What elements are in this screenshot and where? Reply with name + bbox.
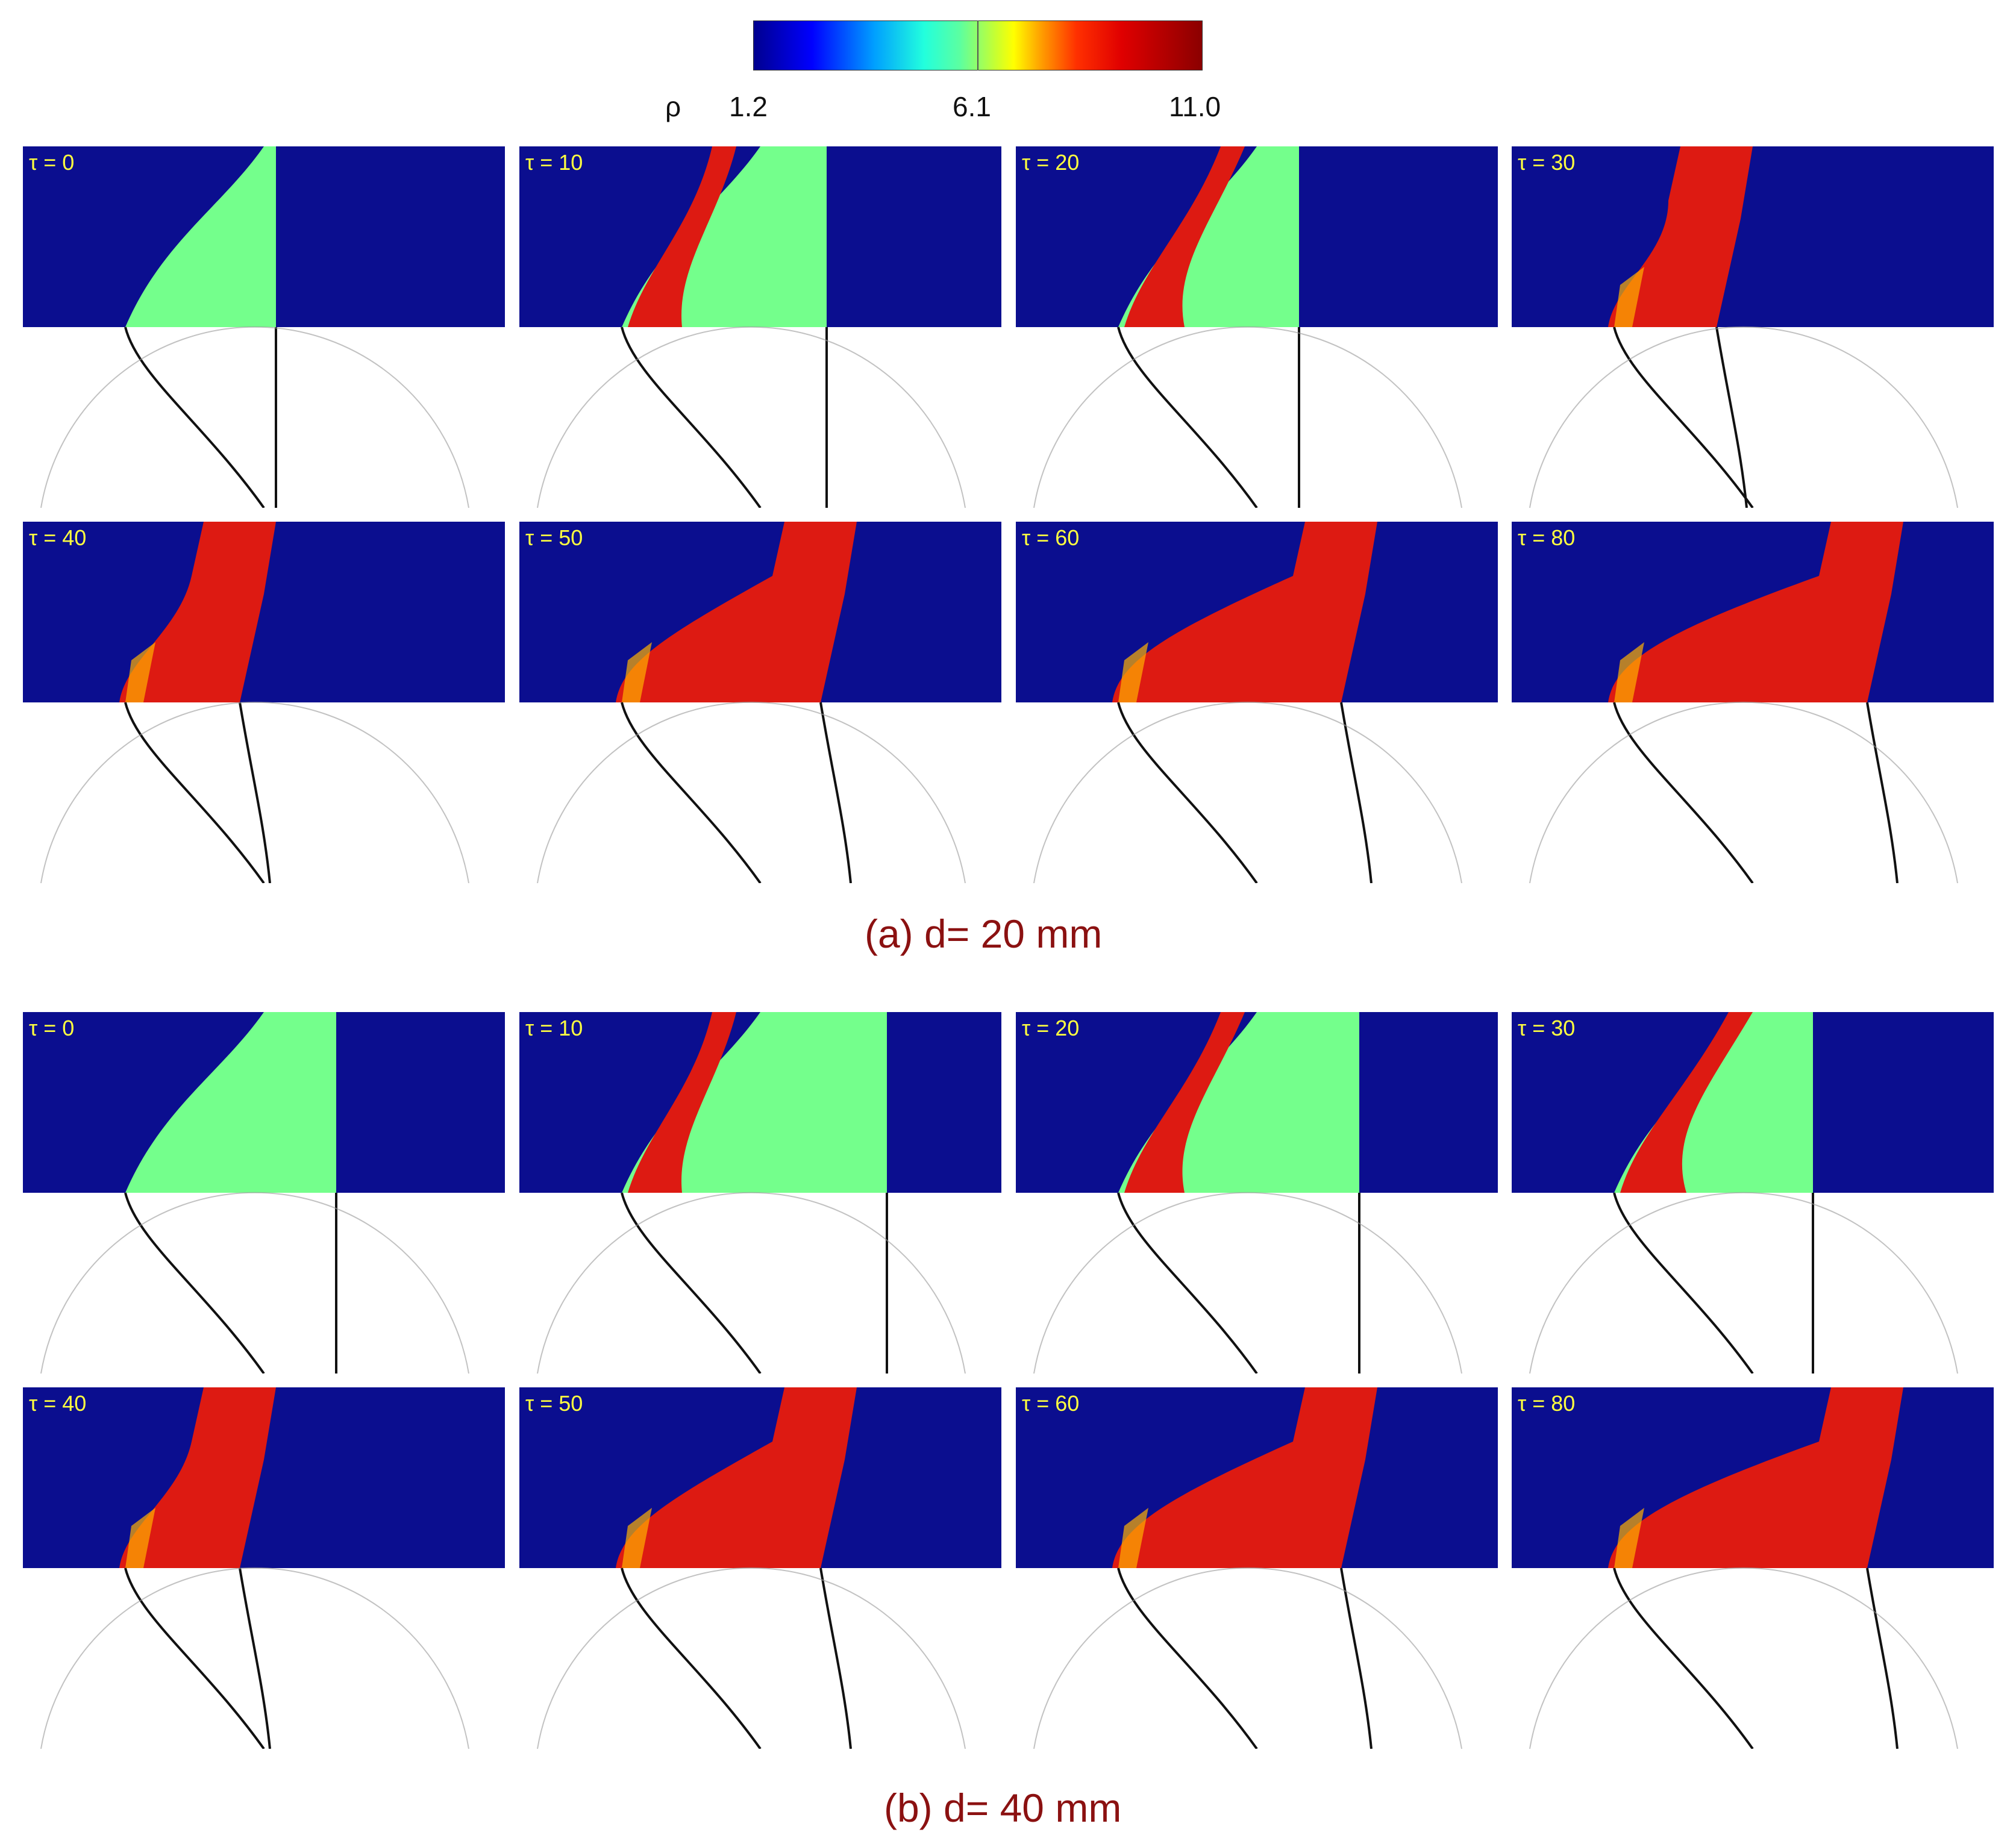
density-schlieren-image [23, 1012, 505, 1374]
time-label: τ = 30 [1518, 150, 1576, 175]
colorbar-symbol: ρ [665, 91, 681, 122]
time-label: τ = 10 [525, 1016, 583, 1040]
colorbar-mid-label: 6.1 [953, 91, 991, 122]
time-label: τ = 60 [1022, 1391, 1080, 1416]
density-schlieren-image [519, 1387, 1001, 1749]
sim-panel: τ = 10 [519, 146, 1001, 508]
colorbar-min-label: 1.2 [729, 91, 768, 122]
sim-panel: τ = 0 [23, 146, 505, 508]
density-schlieren-image [1016, 1012, 1498, 1374]
sim-panel: τ = 40 [23, 1387, 505, 1749]
time-label: τ = 10 [525, 150, 583, 175]
time-label: τ = 30 [1518, 1016, 1576, 1040]
sim-panel: τ = 0 [23, 1012, 505, 1374]
sim-panel: τ = 30 [1512, 146, 1994, 508]
density-schlieren-image [1016, 522, 1498, 883]
caption-b: (b) d= 40 mm [884, 1786, 1122, 1830]
colorbar-max-label: 11.0 [1169, 91, 1221, 122]
density-schlieren-image [1016, 146, 1498, 508]
time-label: τ = 0 [29, 150, 75, 175]
density-schlieren-image [1512, 1012, 1994, 1374]
time-label: τ = 20 [1022, 150, 1080, 175]
time-label: τ = 80 [1518, 1391, 1576, 1416]
density-schlieren-image [1512, 1387, 1994, 1749]
density-schlieren-image [23, 522, 505, 883]
sim-panel: τ = 50 [519, 1387, 1001, 1749]
sim-panel: τ = 80 [1512, 1387, 1994, 1749]
time-label: τ = 60 [1022, 525, 1080, 550]
sim-panel: τ = 80 [1512, 522, 1994, 883]
density-schlieren-image [519, 146, 1001, 508]
density-schlieren-image [519, 1012, 1001, 1374]
density-schlieren-image [1512, 146, 1994, 508]
density-schlieren-image [1512, 522, 1994, 883]
sim-panel: τ = 50 [519, 522, 1001, 883]
time-label: τ = 40 [29, 525, 87, 550]
time-label: τ = 40 [29, 1391, 87, 1416]
density-schlieren-image [23, 1387, 505, 1749]
sim-panel: τ = 60 [1016, 1387, 1498, 1749]
sim-panel: τ = 10 [519, 1012, 1001, 1374]
sim-panel: τ = 40 [23, 522, 505, 883]
colorbar-divider [977, 20, 978, 70]
density-schlieren-image [23, 146, 505, 508]
density-schlieren-image [1016, 1387, 1498, 1749]
sim-panel: τ = 30 [1512, 1012, 1994, 1374]
time-label: τ = 20 [1022, 1016, 1080, 1040]
time-label: τ = 0 [29, 1016, 75, 1040]
sim-panel: τ = 20 [1016, 1012, 1498, 1374]
caption-a: (a) d= 20 mm [865, 911, 1103, 956]
sim-panel: τ = 20 [1016, 146, 1498, 508]
sim-panel: τ = 60 [1016, 522, 1498, 883]
density-schlieren-image [519, 522, 1001, 883]
time-label: τ = 50 [525, 1391, 583, 1416]
time-label: τ = 80 [1518, 525, 1576, 550]
time-label: τ = 50 [525, 525, 583, 550]
